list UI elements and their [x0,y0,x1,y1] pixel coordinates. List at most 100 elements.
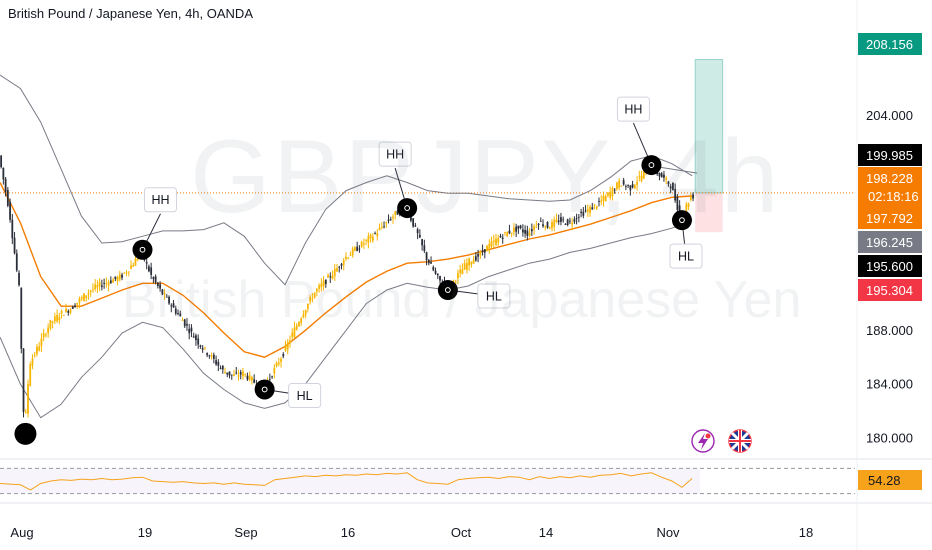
annotation-box [378,141,412,167]
candle-body [481,250,484,253]
candle-body [593,204,596,206]
candle-body [423,245,426,251]
candle-body [313,292,316,298]
candle-body [627,185,630,186]
candle-body [454,281,457,283]
candle-body [327,275,329,278]
candle-body [571,222,574,225]
pivot-marker-dot [679,217,685,224]
candle-body [208,355,211,357]
candle-body [212,354,215,359]
candle-body [87,292,90,295]
candle-body [333,268,336,277]
candle-body [609,191,612,198]
candle-body [165,296,168,298]
y-tick-label: 180.000 [866,430,913,445]
pivot-marker [437,280,458,301]
annotation-label: HL [297,389,313,403]
candle-body [360,241,363,247]
candle-body [18,272,20,286]
pivot-marker-dot [139,246,146,253]
candle-body [118,274,121,280]
candle-body [116,276,119,281]
candle-body [268,378,271,380]
candle-body [148,266,150,272]
candle-body [6,190,9,206]
annotation-box [616,96,650,122]
candle-body [371,236,374,241]
candle-body [4,178,7,192]
uk-flag-icon [728,429,752,453]
annotation-label: HL [486,290,502,304]
candle-body [96,285,99,288]
candle-body [430,262,432,264]
candle-body [358,248,361,250]
rsi-band [0,468,700,494]
candle-body [177,312,179,315]
candle-body [660,173,663,178]
candle-body [56,314,59,322]
candle-body [513,227,515,233]
candle-body [150,267,153,275]
candle-body [394,211,397,215]
candle-body [295,325,298,330]
candle-body [629,185,632,191]
candle-body [580,211,582,213]
candle-body [224,372,226,374]
candle-body [676,196,679,210]
candle-body [67,311,70,313]
countdown-label: 02:18:16 [868,189,919,204]
candle-body [228,371,231,376]
candle-body [336,268,338,272]
candle-body [495,238,497,245]
candle-body [315,289,318,292]
candle-body [188,328,191,334]
candle-body [242,371,244,377]
price-label-low: 195.600 [866,259,913,274]
candle-body [302,314,305,318]
candle-body [74,305,76,308]
candle-body [217,361,220,366]
candle-body [80,297,83,299]
candle-body [602,196,605,201]
candle-body [284,345,287,351]
candle-body [492,240,495,242]
x-tick-label: 19 [138,525,152,540]
candle-body [557,220,560,223]
candle-body [622,180,625,185]
candle-body [65,308,67,312]
candle-body [347,257,350,259]
candle-body [244,374,247,375]
candle-body [490,241,493,247]
candle-body [537,224,540,225]
candle-body [351,248,354,256]
candle-body [27,384,29,414]
candle-body [318,285,320,289]
candle-body [322,280,325,287]
candle-body [613,189,616,191]
candle-body [551,222,553,229]
candle-body [199,345,202,347]
candle-body [383,226,385,228]
candle-body [45,334,47,336]
candle-body [320,283,323,288]
candle-body [477,254,479,257]
candle-body [356,246,359,251]
candle-body [535,226,538,228]
candle-body [560,217,562,222]
candle-body [421,239,424,246]
candle-body [418,234,421,238]
candle-body [607,192,609,196]
candle-body [488,243,491,250]
candle-body [345,256,347,260]
candle-body [195,335,197,341]
candle-body [349,254,352,256]
candle-body [309,297,312,302]
candle-body [300,318,303,324]
candle-body [526,230,529,236]
candle-body [385,222,388,224]
price-label-high: 199.985 [866,148,913,163]
rsi-value: 54.28 [868,473,901,488]
extension-line [654,165,698,174]
